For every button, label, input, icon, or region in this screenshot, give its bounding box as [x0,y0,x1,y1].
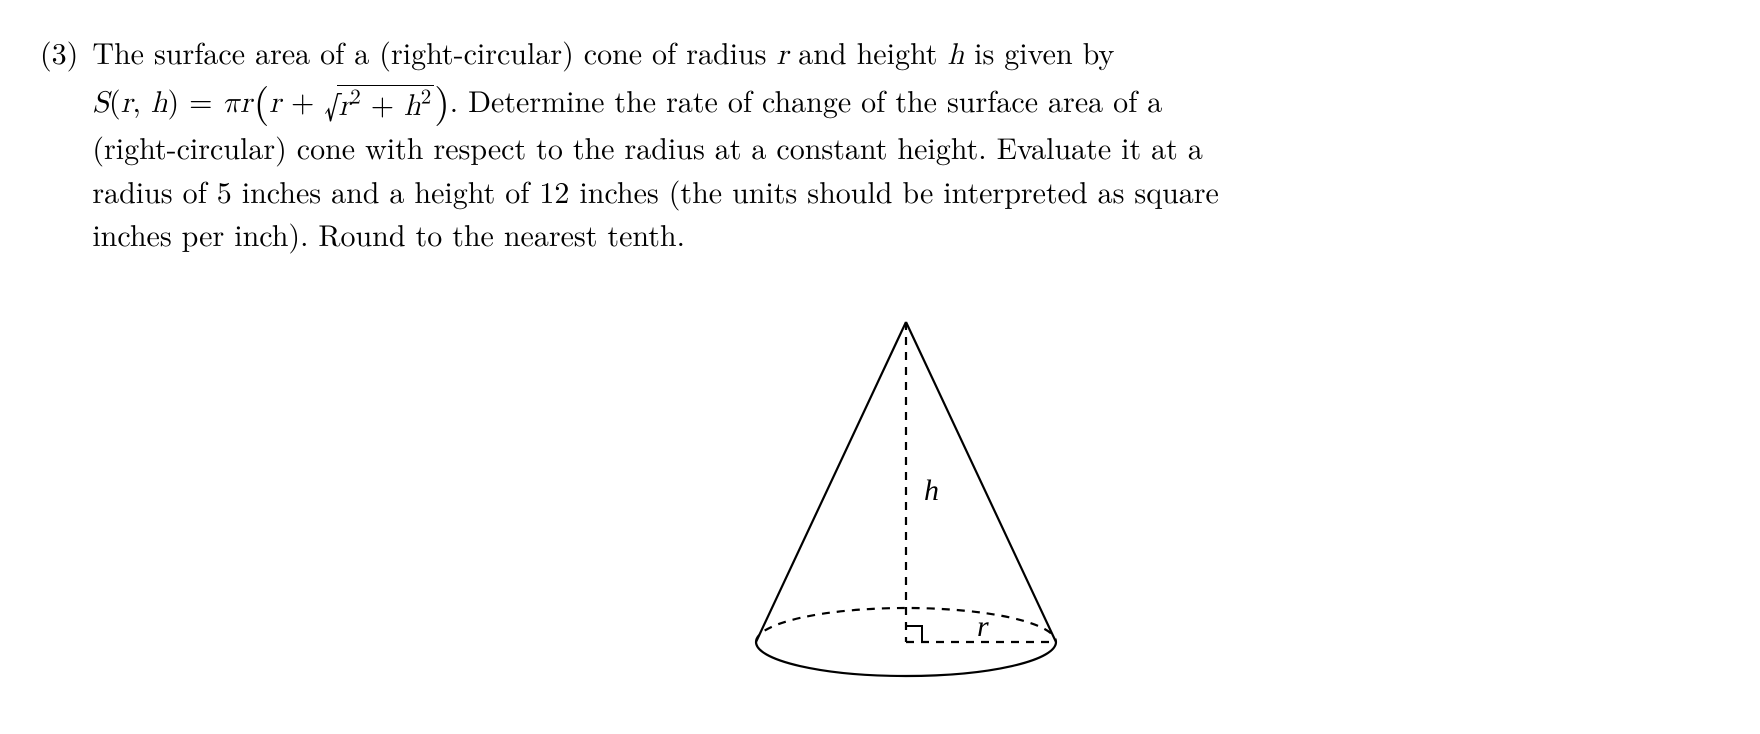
surface-area-formula: S(r, h) = πr (r + √r2 + h2) [92,78,449,121]
text: is given by [964,30,1114,73]
problem-block: (3) The surface area of a (right-circula… [40,30,1720,701]
rad-plus: + [361,81,404,124]
variable-r: r [777,40,789,70]
radical-sign-icon: √ [324,87,340,121]
rad-h: h [404,91,421,121]
problem-line-5: inches per inch). Round to the nearest t… [92,212,1720,256]
problem-line-3: (right-circular) cone with respect to th… [92,125,1720,169]
page: (3) The surface area of a (right-circula… [0,0,1760,734]
label-h: h [924,474,939,507]
inner-r: r [269,88,281,118]
text: The surface area of a (right-circular) c… [92,30,776,73]
cone-diagram-icon: h r [741,312,1071,692]
right-angle-marker-icon [906,626,922,642]
factor-r: r [240,88,252,118]
exp-2: 2 [350,80,361,110]
problem-number: (3) [40,30,92,74]
radicand: r2 + h2 [337,85,434,123]
paren-close: ) [168,78,180,121]
paren-open: ( [109,78,121,121]
label-r: r [977,610,989,643]
sqrt: √r2 + h2 [324,85,434,123]
exp-2: 2 [421,80,432,110]
comma: , [132,78,150,121]
arg-r: r [121,88,133,118]
variable-h: h [947,40,964,70]
base-front-arc [756,642,1056,676]
plus: + [281,78,324,121]
problem-body: The surface area of a (right-circular) c… [92,30,1720,701]
problem-line-2: S(r, h) = πr (r + √r2 + h2). Determine t… [92,78,1720,126]
pi: π [223,88,241,118]
cone-side-left [756,322,906,642]
text: . Determine the rate of change of the su… [450,78,1163,121]
text: and height [788,30,947,73]
equals: = [179,78,222,121]
arg-h: h [151,88,168,118]
problem-line-4: radius of 5 inches and a height of 12 in… [92,169,1720,213]
problem-line-1: The surface area of a (right-circular) c… [92,30,1720,78]
symbol-S: S [92,88,109,118]
cone-figure: h r [92,312,1720,702]
